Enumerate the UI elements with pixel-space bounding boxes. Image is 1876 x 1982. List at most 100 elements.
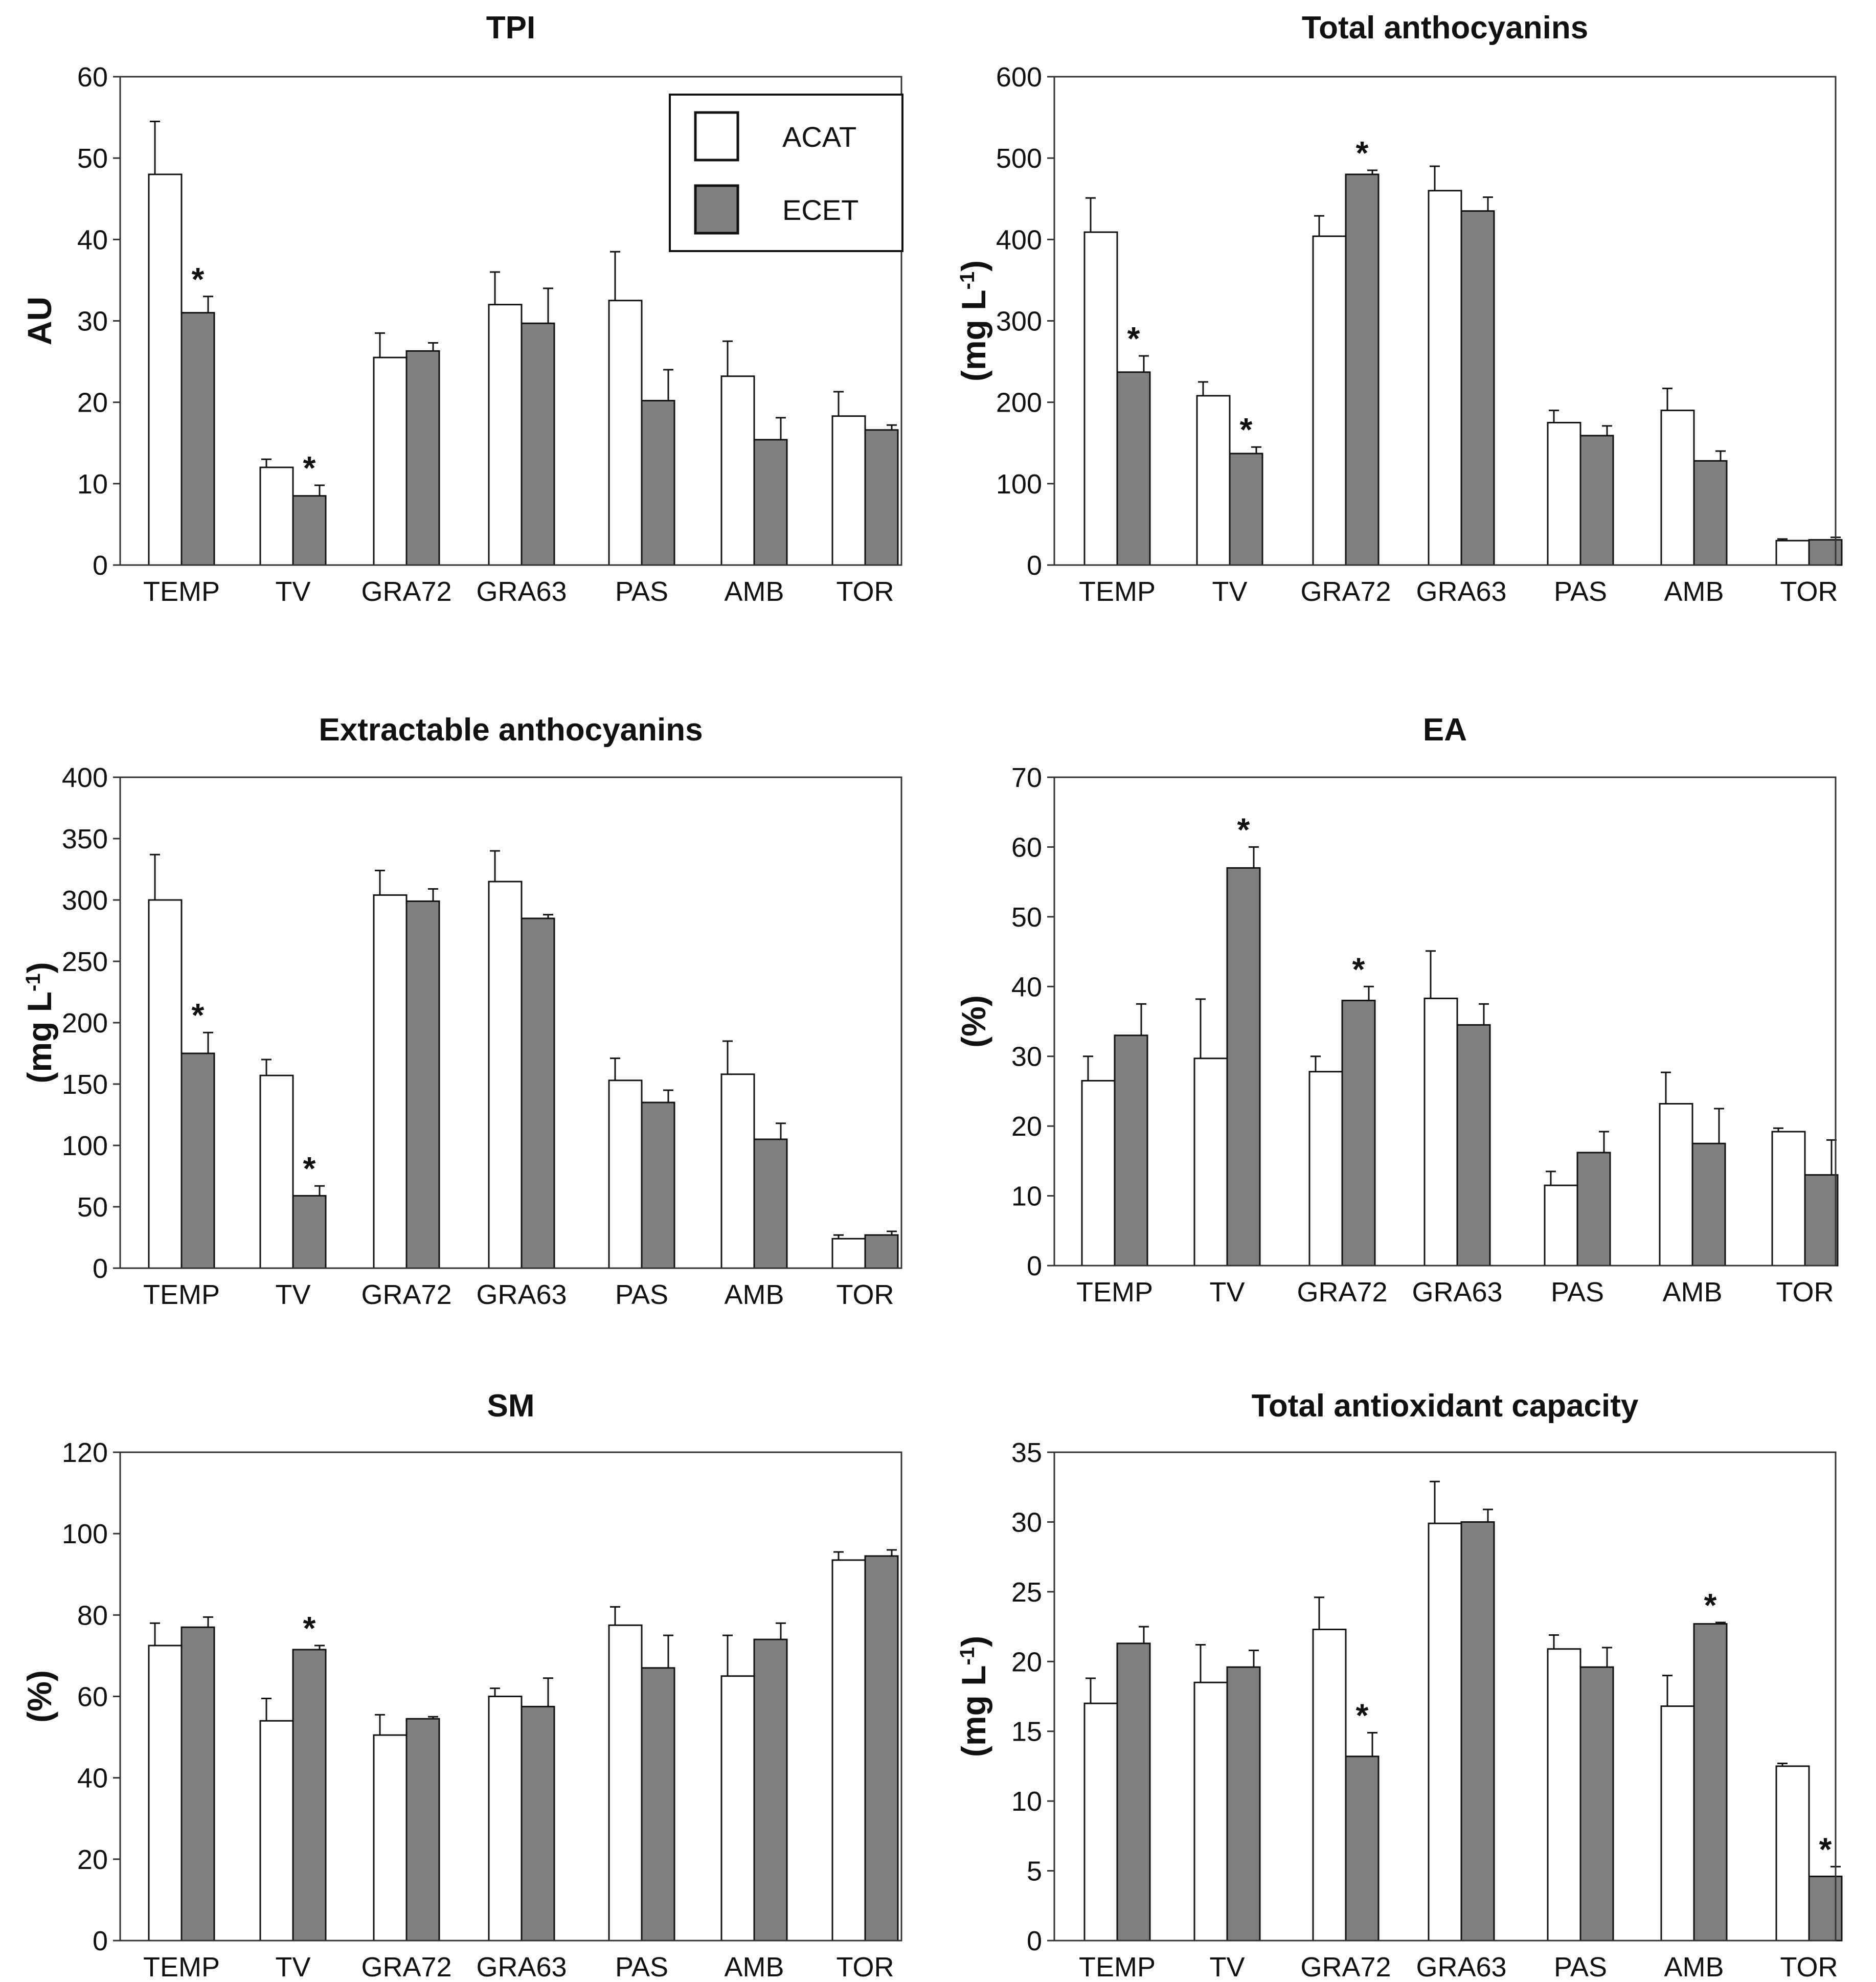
bar-acat-gra72 xyxy=(1308,1071,1343,1267)
bar-ecet-tv xyxy=(292,1195,327,1269)
bar-acat-pas xyxy=(1547,1648,1581,1942)
x-tick-label: TOR xyxy=(836,576,894,607)
bar-ecet-amb xyxy=(1691,1142,1726,1267)
y-axis-label-tail: ) xyxy=(955,260,992,272)
bar-ecet-tor xyxy=(864,1234,899,1269)
y-tick-label: 10 xyxy=(1011,1181,1042,1212)
y-axis-label: (%) xyxy=(955,995,992,1048)
y-tick-label: 100 xyxy=(62,1131,108,1161)
y-axis-label-text: AU xyxy=(20,297,58,345)
bar-ecet-tor xyxy=(864,429,899,566)
y-axis-label-text: (mg L xyxy=(20,992,58,1084)
bar-ecet-pas xyxy=(1579,1666,1614,1942)
plot-frame xyxy=(119,1451,902,1942)
y-axis-label-superscript: -1 xyxy=(956,272,979,290)
x-tick-label: TOR xyxy=(836,1952,894,1982)
y-axis-label-tail: ) xyxy=(20,962,58,973)
bar-acat-gra72 xyxy=(373,1734,408,1942)
x-tick-label: AMB xyxy=(1662,1277,1722,1308)
y-tick-label: 80 xyxy=(77,1600,108,1631)
bar-acat-pas xyxy=(608,1624,643,1942)
x-tick-label: TOR xyxy=(1780,576,1838,607)
significance-mark: * xyxy=(1356,134,1369,171)
chart-panel-3: Extractable anthocyanins (mg L-1) 0 50 100 15… xyxy=(20,712,902,1310)
y-axis-label-text: (%) xyxy=(955,995,992,1048)
bar-ecet-pas xyxy=(1576,1152,1611,1267)
bar-acat-gra72 xyxy=(1312,1629,1347,1942)
bar-ecet-temp xyxy=(180,1052,215,1269)
x-tick-label: PAS xyxy=(1554,576,1607,607)
y-tick-label: 0 xyxy=(1027,1926,1042,1956)
y-tick-label: 350 xyxy=(62,824,108,854)
bar-acat-gra63 xyxy=(1428,190,1462,566)
chart-title: Total anthocyanins xyxy=(1302,10,1588,46)
y-tick-label: 60 xyxy=(77,62,108,93)
bar-acat-tor xyxy=(831,1237,866,1269)
x-tick-label: AMB xyxy=(724,1279,784,1310)
bar-ecet-gra72 xyxy=(1341,1000,1376,1267)
bar-acat-tor xyxy=(831,415,866,566)
legend-label-ecet: ECET xyxy=(782,194,858,226)
significance-mark: * xyxy=(1356,1697,1369,1733)
bar-acat-temp xyxy=(148,173,183,566)
bar-ecet-temp xyxy=(180,1626,215,1942)
bar-ecet-gra72 xyxy=(405,1718,440,1942)
x-tick-label: GRA72 xyxy=(361,576,451,607)
x-tick-label: TEMP xyxy=(143,576,220,607)
y-tick-label: 20 xyxy=(1011,1111,1042,1142)
y-tick-label: 200 xyxy=(62,1008,108,1039)
x-tick-label: GRA63 xyxy=(1416,576,1506,607)
bar-ecet-amb xyxy=(753,1638,788,1942)
y-tick-label: 30 xyxy=(1011,1507,1042,1538)
bar-ecet-gra72 xyxy=(405,900,440,1269)
x-tick-label: TOR xyxy=(1776,1277,1834,1308)
x-tick-label: TV xyxy=(1209,1952,1245,1982)
bar-ecet-gra63 xyxy=(521,1705,555,1942)
y-tick-label: 10 xyxy=(1011,1786,1042,1817)
bar-ecet-temp xyxy=(180,312,215,566)
bar-ecet-tv xyxy=(292,495,327,566)
significance-mark: * xyxy=(1352,951,1365,987)
plot-frame xyxy=(1053,776,1837,1267)
legend: ACAT ECET xyxy=(669,94,903,252)
significance-mark: * xyxy=(1237,811,1250,848)
bar-ecet-gra72 xyxy=(405,350,440,566)
y-tick-label: 15 xyxy=(1011,1717,1042,1747)
bar-acat-tv xyxy=(259,466,294,566)
x-tick-label: PAS xyxy=(1551,1277,1604,1308)
bar-acat-amb xyxy=(1660,410,1695,566)
y-tick-label: 500 xyxy=(996,143,1042,174)
y-axis-label-text: (mg L xyxy=(955,1665,992,1757)
bar-ecet-pas xyxy=(641,1101,675,1269)
y-tick-label: 40 xyxy=(77,1763,108,1794)
x-tick-label: TEMP xyxy=(1076,1277,1153,1308)
bar-ecet-gra63 xyxy=(521,322,555,566)
y-tick-label: 300 xyxy=(996,306,1042,337)
bar-ecet-amb xyxy=(1693,460,1728,566)
chart-title: Total antioxidant capacity xyxy=(1252,1388,1639,1424)
bar-acat-gra63 xyxy=(488,304,523,566)
bar-ecet-gra72 xyxy=(1345,1755,1380,1942)
x-tick-label: GRA72 xyxy=(1300,1952,1391,1982)
chart-title: TPI xyxy=(486,10,535,46)
y-tick-label: 200 xyxy=(996,388,1042,418)
x-tick-label: GRA63 xyxy=(1416,1952,1506,1982)
bar-acat-amb xyxy=(720,1073,755,1269)
bar-acat-tor xyxy=(1775,1765,1810,1942)
bar-acat-tv xyxy=(1196,395,1231,566)
bar-ecet-amb xyxy=(753,1138,788,1269)
bar-acat-amb xyxy=(1660,1705,1695,1942)
y-tick-label: 250 xyxy=(62,947,108,977)
y-axis-label-text: (%) xyxy=(20,1670,58,1723)
bar-ecet-tv xyxy=(292,1649,327,1942)
bar-acat-tv xyxy=(1193,1057,1228,1267)
significance-mark: * xyxy=(1704,1587,1717,1624)
bar-acat-amb xyxy=(720,1675,755,1942)
bar-ecet-gra63 xyxy=(521,917,555,1269)
y-axis-label: AU xyxy=(20,297,58,345)
y-tick-label: 60 xyxy=(1011,832,1042,863)
y-tick-label: 0 xyxy=(1027,550,1042,581)
bar-acat-pas xyxy=(1547,421,1581,566)
bar-acat-tor xyxy=(1775,539,1810,566)
